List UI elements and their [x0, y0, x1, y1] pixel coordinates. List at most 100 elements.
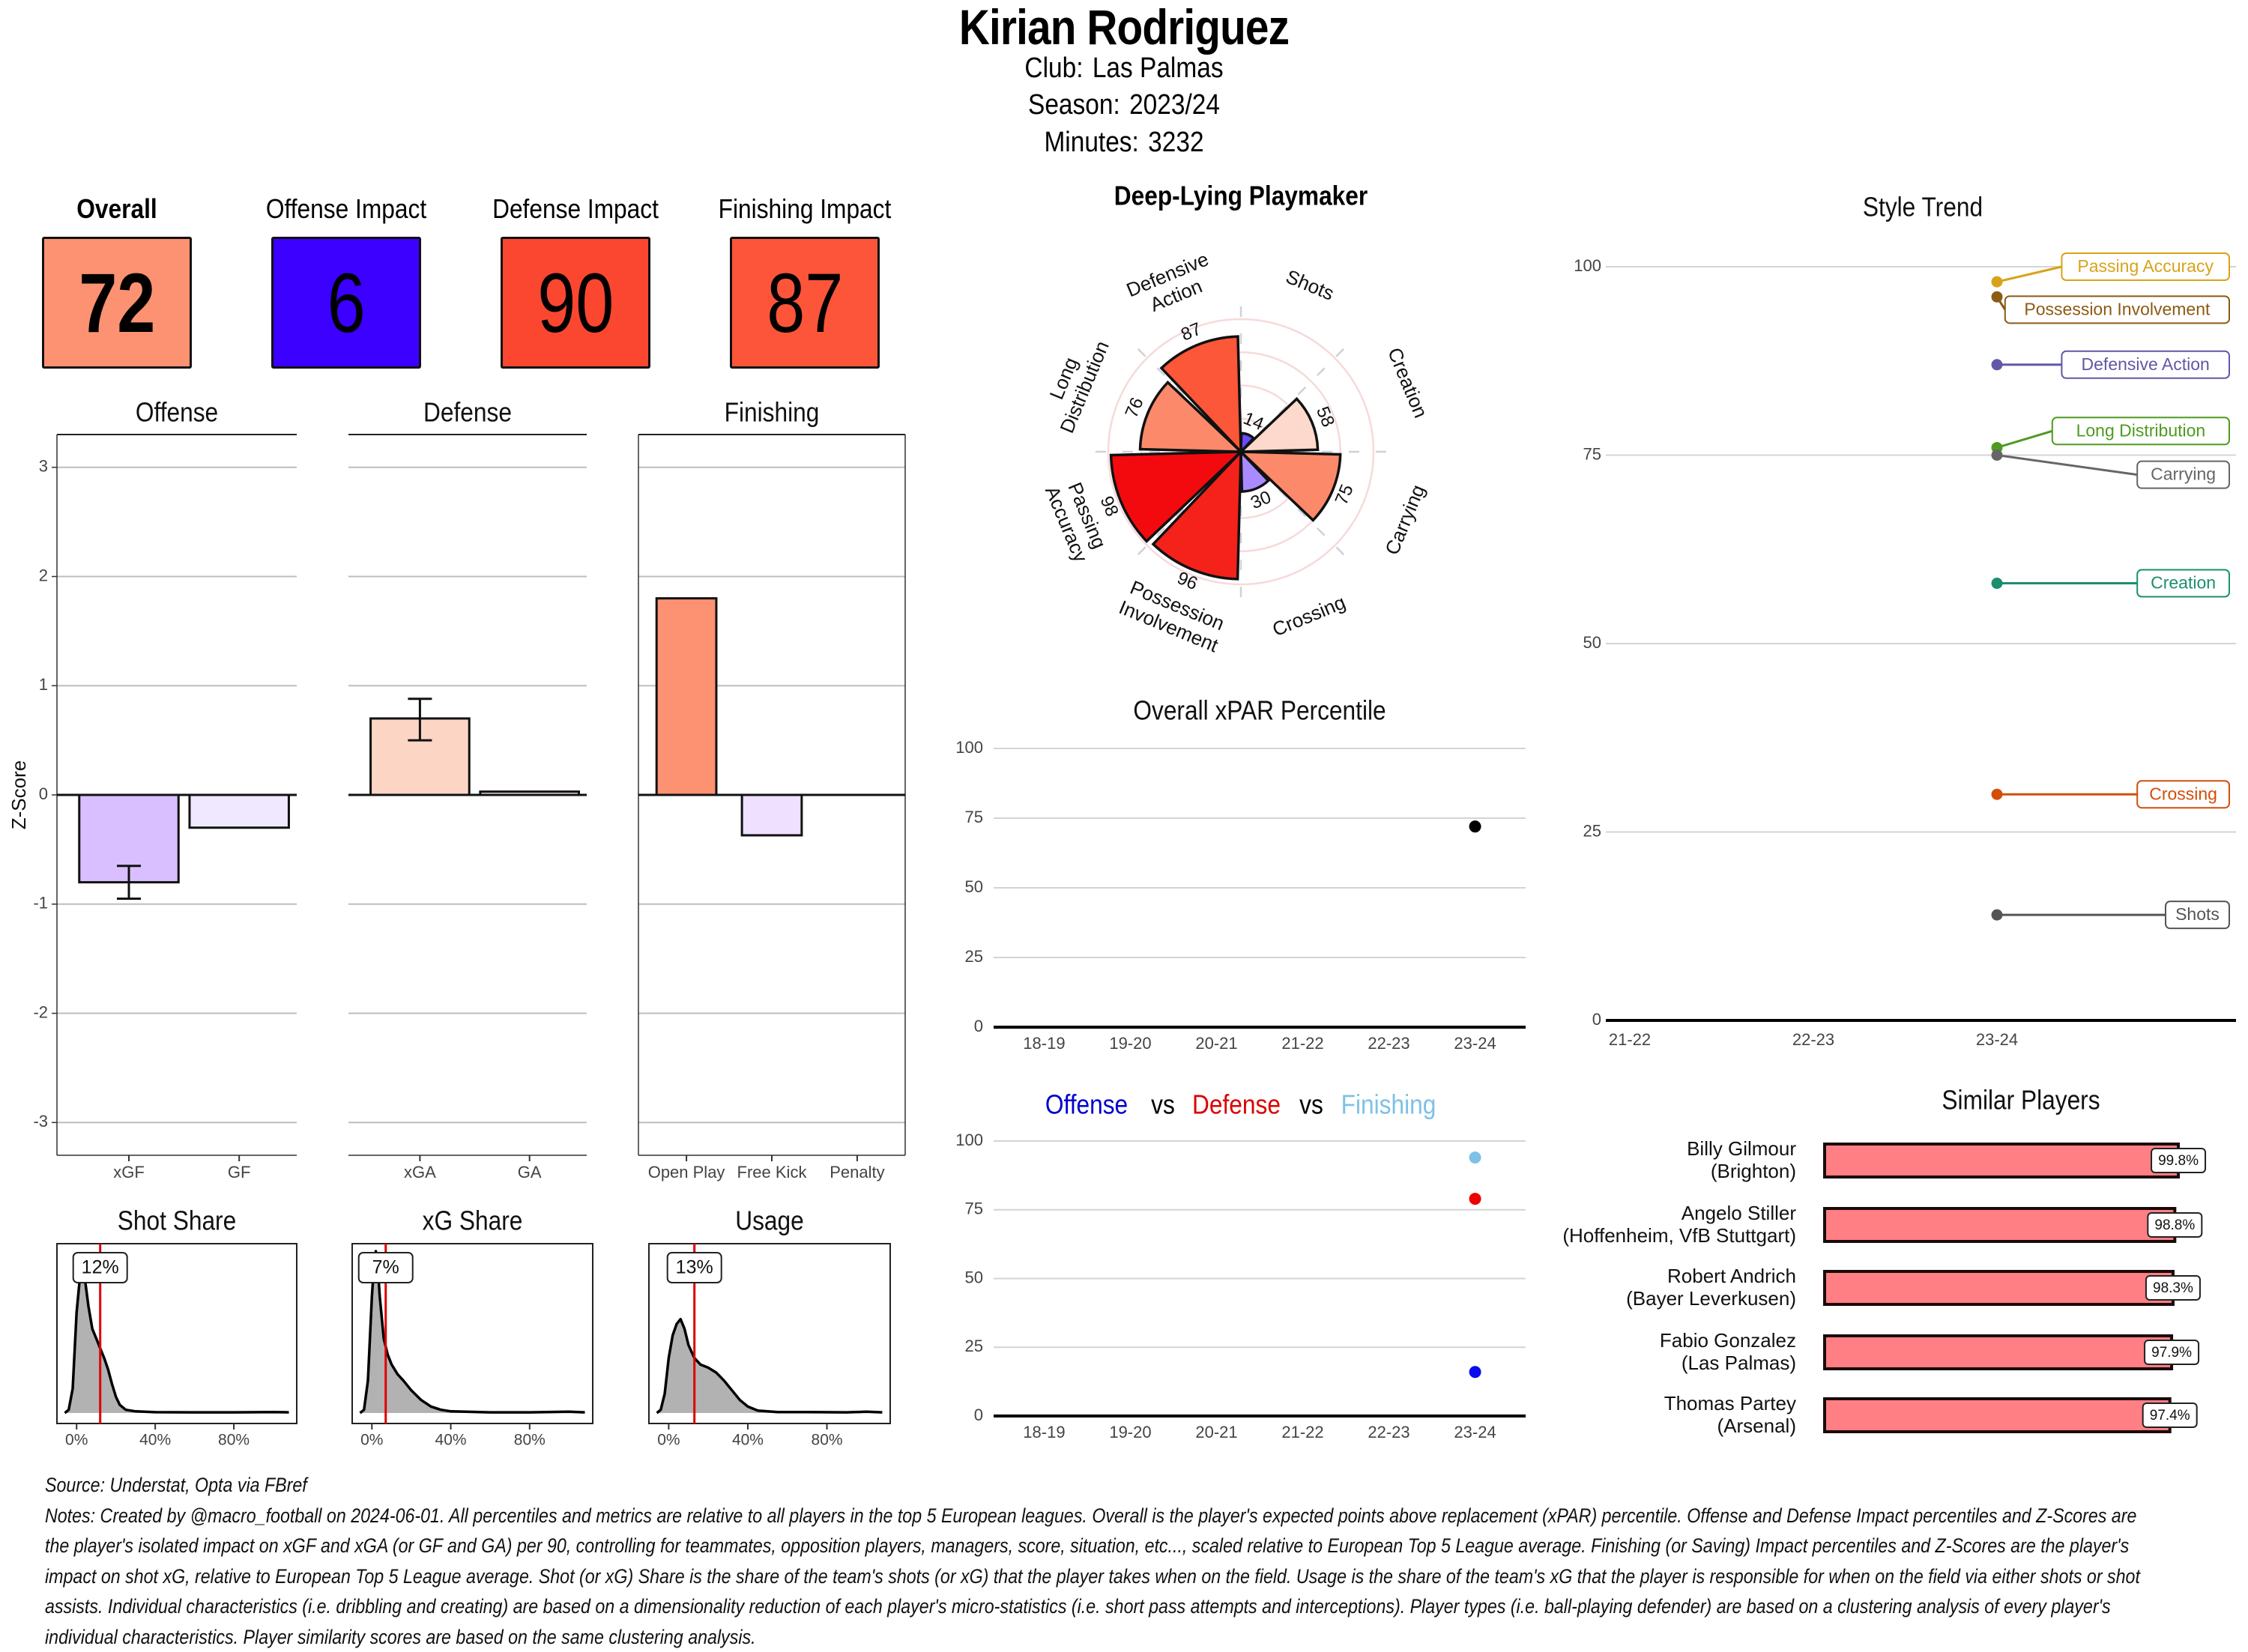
x-tick-label: 40% — [732, 1432, 764, 1449]
similarity-bar — [1825, 1336, 2172, 1369]
radar-category-label: Creation — [1383, 345, 1432, 421]
x-tick-label: 80% — [514, 1432, 546, 1449]
y-tick-label: 2 — [39, 566, 48, 584]
chart-title: Overall xPAR Percentile — [1133, 696, 1386, 726]
label-connector — [1997, 456, 2137, 475]
similarity-label: 97.9% — [2151, 1345, 2192, 1361]
x-tick-label: xGF — [113, 1163, 145, 1181]
x-tick-label: 0% — [657, 1432, 680, 1449]
player-club: (Las Palmas) — [1682, 1352, 1796, 1374]
x-tick-label: 21-22 — [1281, 1034, 1323, 1053]
x-tick-label: GF — [228, 1163, 251, 1181]
x-tick-label: 0% — [65, 1432, 88, 1449]
point-crossing — [1992, 789, 2003, 800]
value-label: 13% — [676, 1257, 713, 1278]
similarity-label: 97.4% — [2150, 1408, 2190, 1423]
radar-category-text: Shots — [1283, 265, 1338, 305]
source-note: Source: Understat, Opta via FBref — [45, 1470, 1927, 1501]
player-name: Angelo Stiller — [1682, 1202, 1797, 1224]
player-name: Billy Gilmour — [1687, 1137, 1796, 1160]
y-tick-label: 100 — [955, 1131, 983, 1149]
chart-title: Style Trend — [1863, 193, 1983, 223]
similarity-bar — [1825, 1208, 2175, 1241]
x-tick-label: 20-21 — [1195, 1034, 1237, 1053]
similarity-bar — [1825, 1271, 2173, 1304]
similarity-label: 98.3% — [2153, 1280, 2193, 1296]
radar-value-label: 76 — [1121, 395, 1147, 421]
title-part-vs: vs — [1151, 1090, 1175, 1120]
x-tick-label: 23-24 — [1454, 1423, 1496, 1441]
y-tick-label: 0 — [1592, 1010, 1601, 1029]
y-tick-label: -2 — [33, 1002, 48, 1021]
y-tick-label: 3 — [39, 457, 48, 476]
y-tick-label: 50 — [965, 1268, 983, 1286]
y-tick-label: 75 — [965, 1199, 983, 1218]
radar-category-label: Crossing — [1269, 590, 1349, 641]
player-club: (Arsenal) — [1717, 1415, 1796, 1437]
panel-title: Offense — [136, 398, 218, 428]
y-tick-label: 75 — [965, 808, 983, 826]
y-tick-label: 0 — [974, 1406, 983, 1424]
player-club: (Brighton) — [1711, 1160, 1796, 1182]
value-label: 7% — [372, 1257, 399, 1278]
radar-category-text: Creation — [1383, 345, 1432, 421]
zscore-panel-offense: Offense xGF GF — [57, 398, 297, 1181]
panel-title: Defense — [423, 398, 512, 428]
bar-gf — [190, 795, 288, 828]
y-tick-label: 50 — [965, 877, 983, 896]
similarity-label: 99.8% — [2158, 1153, 2199, 1169]
label-connector — [1997, 431, 2052, 447]
y-tick-label: 25 — [1583, 821, 1601, 840]
x-tick-label: 19-20 — [1109, 1034, 1151, 1053]
bar-open-play — [656, 599, 716, 795]
x-tick-label: 23-24 — [1976, 1030, 2018, 1049]
x-tick-label: 22-23 — [1368, 1423, 1409, 1441]
player-club: (Bayer Leverkusen) — [1626, 1287, 1796, 1310]
point-carrying — [1992, 450, 2003, 461]
notes-line-1: Notes: Created by @macro_football on 202… — [45, 1501, 1927, 1531]
x-tick-label: GA — [518, 1163, 542, 1181]
panel-title: Usage — [735, 1206, 804, 1236]
notes-line-4: assists. Individual characteristics (i.e… — [45, 1591, 1927, 1622]
similarity-label: 98.8% — [2154, 1217, 2195, 1233]
title-part-defense: Defense — [1192, 1090, 1281, 1120]
point-defense — [1469, 1193, 1481, 1205]
y-tick-label: 100 — [955, 738, 983, 757]
x-tick-label: 19-20 — [1109, 1423, 1151, 1441]
x-tick-label: 23-24 — [1454, 1034, 1496, 1053]
x-tick-label: Penalty — [830, 1163, 884, 1181]
point-passing-accuracy — [1992, 276, 2003, 288]
y-tick-label: -3 — [33, 1112, 48, 1131]
similarity-bar — [1825, 1399, 2170, 1432]
radar-category-text: Crossing — [1269, 590, 1349, 641]
value-label: 12% — [82, 1257, 119, 1278]
x-tick-label: 22-23 — [1792, 1030, 1834, 1049]
x-tick-label: 18-19 — [1023, 1034, 1065, 1053]
y-tick-label: 25 — [965, 1337, 983, 1355]
title-part-vs: vs — [1299, 1090, 1323, 1120]
x-tick-label: 21-22 — [1609, 1030, 1651, 1049]
x-tick-label: 0% — [360, 1432, 383, 1449]
y-tick-label: 0 — [974, 1017, 983, 1035]
radar-value-label: 58 — [1312, 404, 1338, 430]
series-label: Creation — [2151, 573, 2216, 593]
series-label: Defensive Action — [2082, 354, 2210, 374]
player-name: Thomas Partey — [1664, 1392, 1796, 1415]
notes-line-5: individual characteristics. Player simil… — [45, 1622, 1927, 1652]
point-finishing — [1469, 1152, 1481, 1164]
title-part-finishing: Finishing — [1341, 1090, 1436, 1120]
point-offense — [1469, 1366, 1481, 1378]
radar-value-label: 87 — [1178, 318, 1204, 345]
point-possession-involvement — [1992, 291, 2003, 303]
series-label: Possession Involvement — [2024, 299, 2211, 318]
